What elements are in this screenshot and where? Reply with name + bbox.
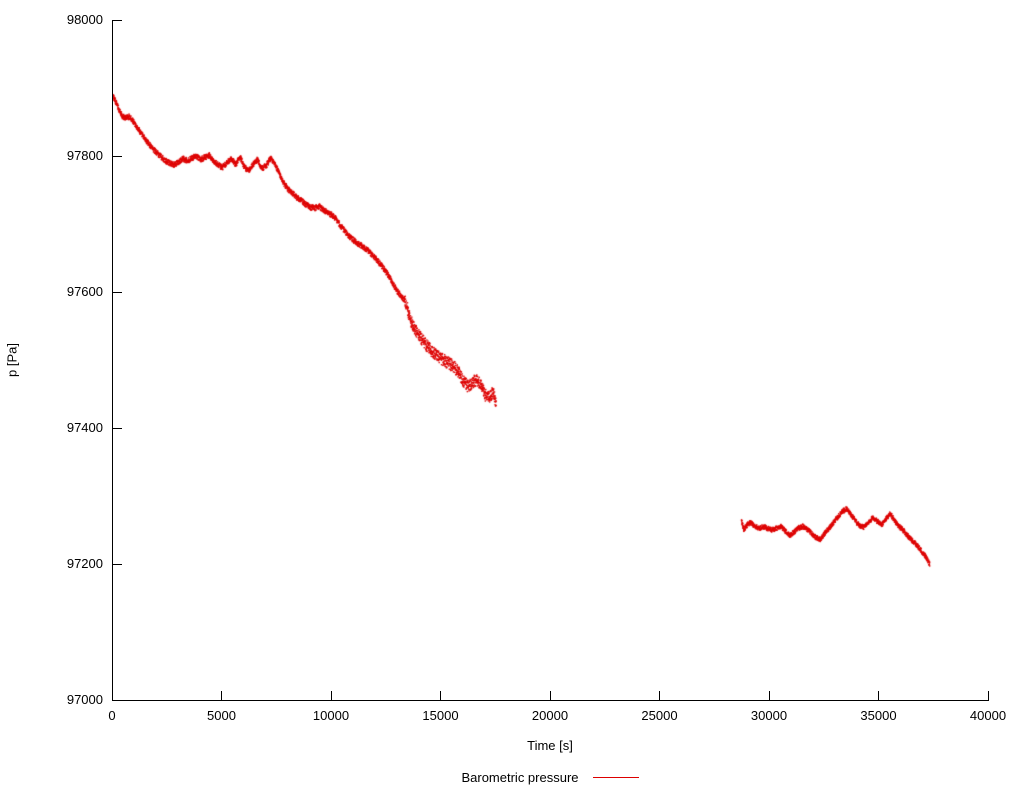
y-tick-label: 97400: [66, 420, 103, 435]
x-tick-mark: [878, 691, 879, 700]
y-axis-title: p [Pa]: [4, 343, 20, 377]
x-tick-label: 15000: [422, 708, 459, 723]
x-tick-label: 5000: [207, 708, 236, 723]
x-tick-mark: [549, 691, 551, 700]
x-tick-mark: [987, 691, 989, 700]
x-tick-mark: [768, 691, 770, 700]
y-tick-label: 97800: [66, 148, 103, 163]
data-series-canvas: [113, 20, 989, 700]
x-tick-label: 10000: [312, 708, 350, 723]
x-tick-mark: [330, 691, 332, 700]
y-tick-label: 97000: [66, 692, 103, 707]
y-tick-mark: [113, 563, 122, 565]
x-tick-label: 0: [108, 708, 116, 723]
y-tick-label: 98000: [66, 12, 103, 27]
x-tick-label: 40000: [969, 708, 1007, 723]
x-tick-label: 25000: [641, 708, 678, 723]
y-tick-mark: [113, 427, 122, 429]
legend-line-sample: [592, 777, 639, 778]
y-tick-mark: [113, 291, 122, 293]
x-tick-mark: [221, 691, 222, 700]
x-tick-label: 35000: [860, 708, 897, 723]
y-tick-label: 97600: [66, 284, 103, 299]
x-tick-label: 20000: [531, 708, 569, 723]
x-tick-mark: [111, 691, 113, 700]
x-tick-label: 30000: [750, 708, 788, 723]
y-tick-mark: [113, 19, 122, 21]
x-axis-title: Time [s]: [527, 738, 573, 753]
x-tick-mark: [659, 691, 660, 700]
plot-area: [112, 20, 989, 701]
y-tick-label: 97200: [66, 556, 103, 571]
legend: Barometric pressure: [112, 770, 988, 785]
y-tick-mark: [113, 699, 122, 701]
legend-label: Barometric pressure: [461, 770, 579, 785]
x-tick-mark: [440, 691, 441, 700]
y-tick-mark: [113, 155, 122, 157]
